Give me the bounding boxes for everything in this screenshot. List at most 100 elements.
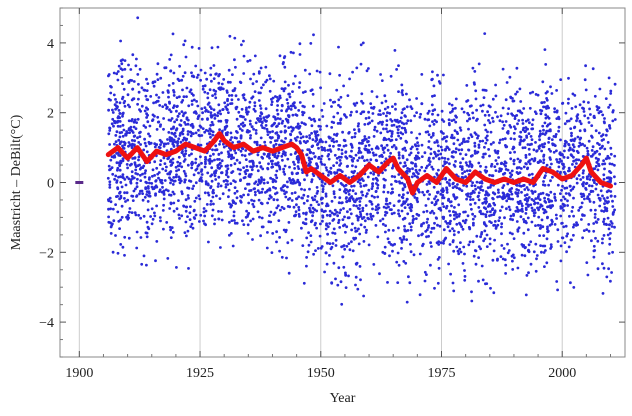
data-point [343,215,346,219]
data-point [563,203,566,207]
data-point [520,243,524,246]
data-point [605,157,609,160]
data-point [596,159,600,162]
data-point [327,157,331,161]
data-point [121,114,124,118]
data-point [539,244,542,248]
data-point [246,232,250,235]
data-point [237,124,241,128]
data-point [305,264,308,268]
data-point [125,191,129,195]
data-point [159,219,162,223]
data-point [205,77,209,81]
data-point [127,177,131,181]
data-point [182,169,186,173]
data-point [562,167,565,170]
data-point [188,211,192,215]
data-point [279,208,282,212]
data-point [572,196,575,200]
data-point [116,116,120,120]
data-point [579,143,583,147]
data-point [345,115,348,119]
data-point [405,300,409,304]
data-point [534,269,538,273]
x-axis: 1900 1925 1950 1975 2000 [65,8,612,381]
data-point [192,209,196,213]
data-point [547,141,550,144]
data-point [139,216,143,220]
data-point [393,102,397,106]
data-point [456,183,459,186]
data-point [321,215,325,219]
data-point [111,250,115,254]
data-point [228,233,231,237]
data-point [516,166,519,170]
data-point [339,280,343,284]
data-point [426,217,429,221]
data-point [283,172,287,176]
data-point [549,243,553,247]
data-point [542,234,546,238]
data-point [462,245,466,249]
data-point [301,110,304,114]
data-point [289,153,293,156]
data-point [509,175,512,179]
data-point [514,92,517,96]
data-point [272,145,276,149]
data-point [468,117,472,121]
data-point [282,61,285,64]
data-point [134,213,138,217]
data-point [164,142,168,146]
data-point [309,89,313,92]
data-point [239,194,243,198]
data-point [116,210,120,214]
grid [78,8,563,357]
data-point [118,135,122,139]
data-point [258,120,261,123]
data-point [555,217,558,220]
data-point [193,217,197,220]
data-point [118,120,122,123]
data-point [530,123,534,126]
data-point [276,117,280,120]
data-point [207,193,211,197]
data-point [590,184,594,188]
data-point [313,208,317,212]
data-point [530,157,534,161]
data-point [549,190,553,194]
data-point [196,117,200,120]
data-point [465,163,469,167]
data-point [397,212,400,216]
data-point [367,110,370,114]
data-point [287,271,291,275]
data-point [333,212,337,216]
data-point [379,131,383,135]
data-point [504,164,507,168]
data-point [445,180,449,184]
data-point [575,221,578,225]
data-point [583,114,587,118]
data-point [176,160,180,164]
data-point [400,126,404,130]
data-point [120,140,123,144]
data-point [505,199,509,203]
data-point [400,195,404,199]
data-point [293,163,296,166]
data-point [581,192,585,196]
data-point [369,102,373,105]
data-point [442,73,445,77]
data-point [460,148,464,152]
data-point [220,171,224,175]
data-point [258,215,261,219]
data-point [533,211,537,215]
data-point [611,250,614,254]
data-point [431,70,434,74]
data-point [249,189,253,192]
data-point [203,214,207,218]
data-point [319,222,322,226]
data-point [204,109,208,113]
data-point [311,104,315,108]
data-point [589,189,593,193]
data-point [506,182,510,186]
data-point [201,84,205,88]
